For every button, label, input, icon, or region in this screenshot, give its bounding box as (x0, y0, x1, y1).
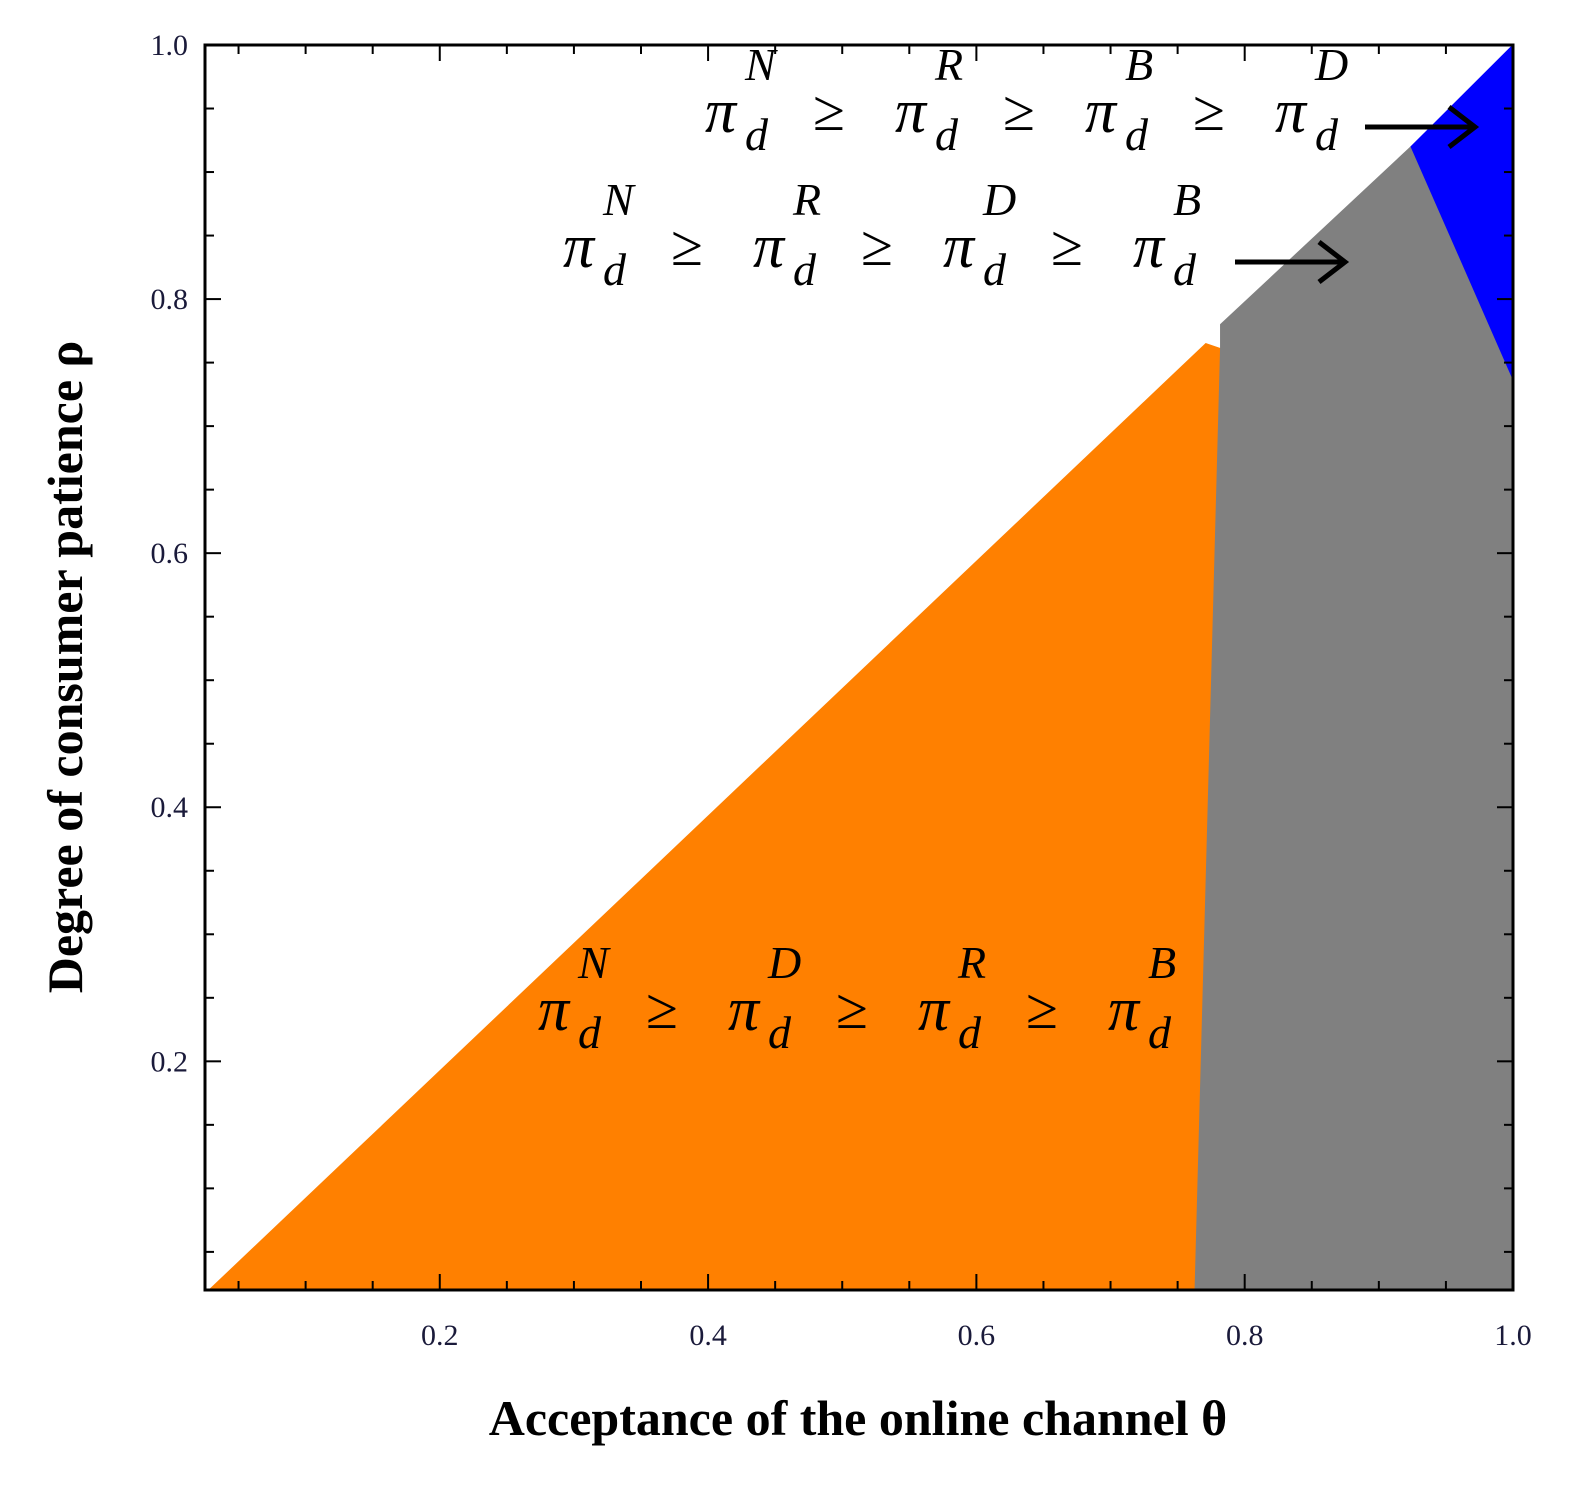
y-tick-label: 0.6 (151, 537, 189, 570)
annotation-sub: d (793, 244, 817, 295)
annotation-sub: d (603, 244, 627, 295)
annotation-relation: ≥ (1051, 213, 1083, 278)
annotation-sub: d (1125, 109, 1149, 160)
annotation-sup: R (792, 174, 821, 225)
x-tick-label: 0.8 (1226, 1319, 1264, 1352)
annotation-base: π (918, 976, 951, 1044)
annotation-base: π (1275, 78, 1308, 146)
annotation-sub: d (745, 109, 769, 160)
annotation-base: π (1133, 213, 1166, 281)
y-axis-title: Degree of consumer patience ρ (37, 341, 93, 994)
x-tick-label: 1.0 (1494, 1319, 1532, 1352)
annotation-sub: d (1148, 1007, 1172, 1058)
annotation-sup: N (602, 174, 636, 225)
annotation-sup: R (934, 39, 963, 90)
annotation-base: π (943, 213, 976, 281)
region (1194, 145, 1514, 1291)
annotation-relation: ≥ (671, 213, 703, 278)
annotation-base: π (705, 78, 738, 146)
annotation-sup: R (957, 937, 986, 988)
annotation-sup: D (767, 937, 801, 988)
annotation-sup: N (577, 937, 611, 988)
annotation-sub: d (1315, 109, 1339, 160)
annotation-sub: d (935, 109, 959, 160)
annotation-base: π (728, 976, 761, 1044)
annotation-sub: d (1173, 244, 1197, 295)
annotation-sub: d (768, 1007, 792, 1058)
annotation-base: π (753, 213, 786, 281)
x-tick-label: 0.2 (421, 1319, 459, 1352)
annotation-sup: N (744, 39, 778, 90)
region (207, 342, 1222, 1291)
annotation-base: π (895, 78, 928, 146)
annotation-base: π (1085, 78, 1118, 146)
annotation-sub: d (958, 1007, 982, 1058)
annotation-relation: ≥ (861, 213, 893, 278)
annotation-base: π (538, 976, 571, 1044)
plot-frame (203, 43, 1515, 1292)
annotation-relation: ≥ (813, 78, 845, 143)
annotation-relation: ≥ (646, 976, 678, 1041)
annotation-sup: B (1148, 937, 1176, 988)
y-tick-label: 1.0 (151, 29, 189, 62)
annotation-base: π (1108, 976, 1141, 1044)
annotation-base: π (563, 213, 596, 281)
arrow-head (1447, 105, 1480, 149)
y-tick-label: 0.8 (151, 283, 189, 316)
annotation-relation: ≥ (1193, 78, 1225, 143)
annotation-sub: d (983, 244, 1007, 295)
annotation-relation: ≥ (1003, 78, 1035, 143)
arrow-head (1317, 240, 1350, 284)
annotation-sup: D (982, 174, 1016, 225)
y-tick-label: 0.2 (151, 1045, 189, 1078)
x-axis-title: Acceptance of the online channel θ (489, 1390, 1228, 1446)
annotation-sup: B (1125, 39, 1153, 90)
annotation-sub: d (578, 1007, 602, 1058)
y-tick-label: 0.4 (151, 791, 189, 824)
annotation-relation: ≥ (1026, 976, 1058, 1041)
x-tick-label: 0.4 (689, 1319, 727, 1352)
annotation-sup: B (1173, 174, 1201, 225)
annotation-relation: ≥ (836, 976, 868, 1041)
x-tick-label: 0.6 (958, 1319, 996, 1352)
annotation-sup: D (1314, 39, 1348, 90)
